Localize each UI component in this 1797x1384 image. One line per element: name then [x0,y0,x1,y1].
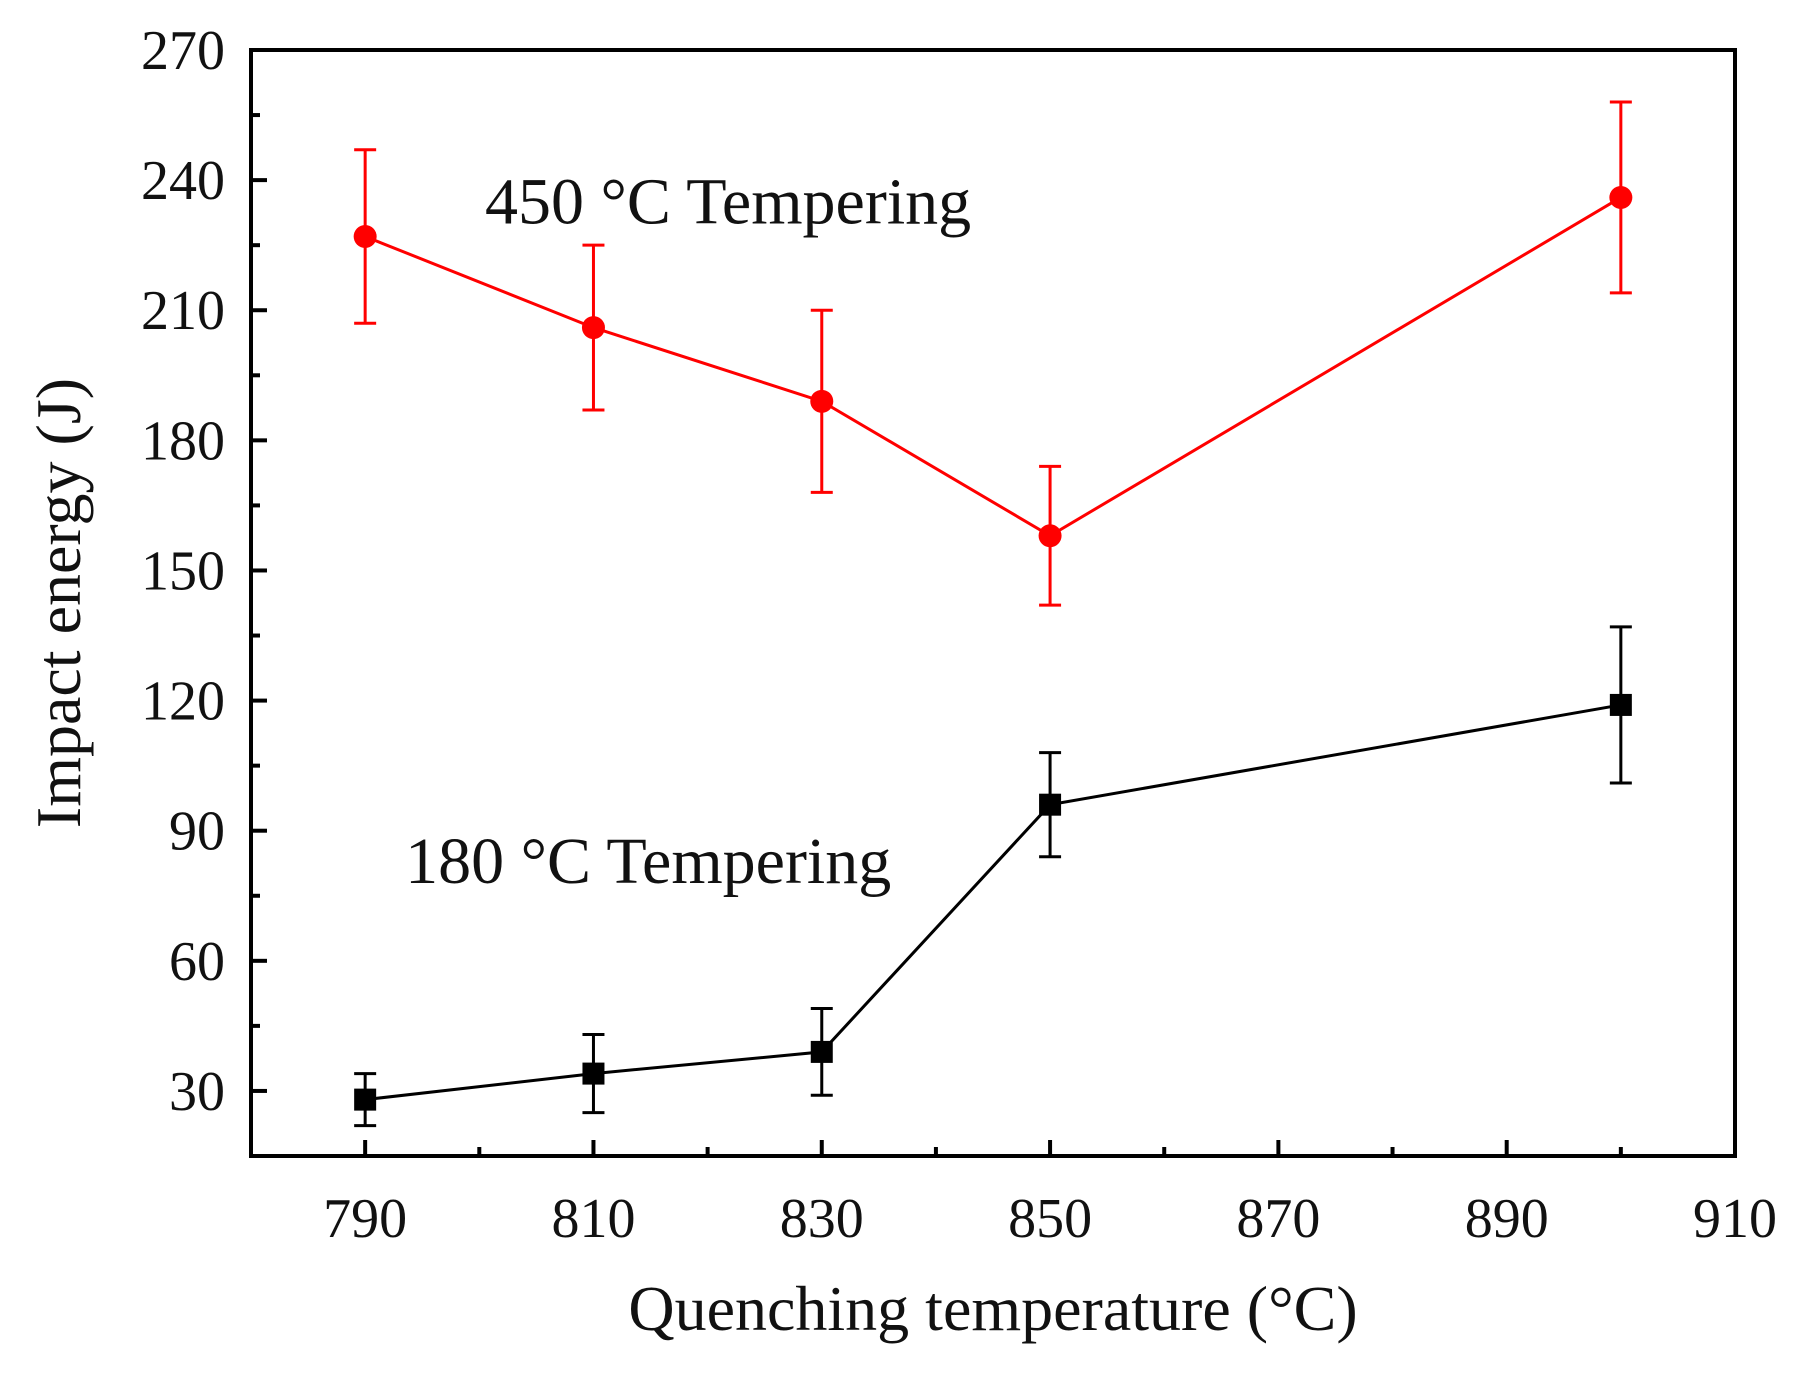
data-point-square [1609,693,1632,716]
annotation-180-tempering: 180 °C Tempering [405,825,891,898]
data-point-square [810,1040,833,1063]
x-tick-label: 870 [1236,1188,1320,1250]
series-line-red-450 [364,196,1622,538]
data-point-circle [353,225,377,249]
y-tick-label: 180 [141,410,225,472]
data-point-circle [810,389,834,413]
x-tick-label: 890 [1465,1188,1549,1250]
y-tick-label: 270 [141,20,225,82]
y-tick-label: 150 [141,540,225,602]
data-point-circle [1609,185,1633,209]
y-tick-label: 120 [141,671,225,733]
tick-labels: 790 810 830 850 870 890 910 30 60 90 120 150 180 210 2… [141,20,1777,1250]
x-tick-label: 810 [551,1188,635,1250]
plot-frame [249,48,1737,1158]
y-tick-label: 210 [141,280,225,342]
data-point-circle [581,316,605,340]
series-line-black-180 [364,703,1622,1102]
y-tick-label: 90 [169,801,225,863]
x-tick-label: 790 [323,1188,407,1250]
y-tick-label: 240 [141,150,225,212]
x-axis-title: Quenching temperature (°C) [628,1273,1357,1344]
y-tick-label: 30 [169,1061,225,1123]
x-tick-label: 830 [780,1188,864,1250]
data-point-circle [1038,524,1062,548]
x-tick-label: 910 [1693,1188,1777,1250]
y-axis-title: Impact energy (J) [23,378,94,828]
annotation-450-tempering: 450 °C Tempering [485,165,971,238]
data-point-square [582,1062,605,1085]
data-point-square [1039,793,1062,816]
axis-ticks [251,48,1737,1156]
x-tick-label: 850 [1008,1188,1092,1250]
series-layer [353,100,1633,1128]
y-tick-label: 60 [169,931,225,993]
data-point-square [354,1088,377,1111]
